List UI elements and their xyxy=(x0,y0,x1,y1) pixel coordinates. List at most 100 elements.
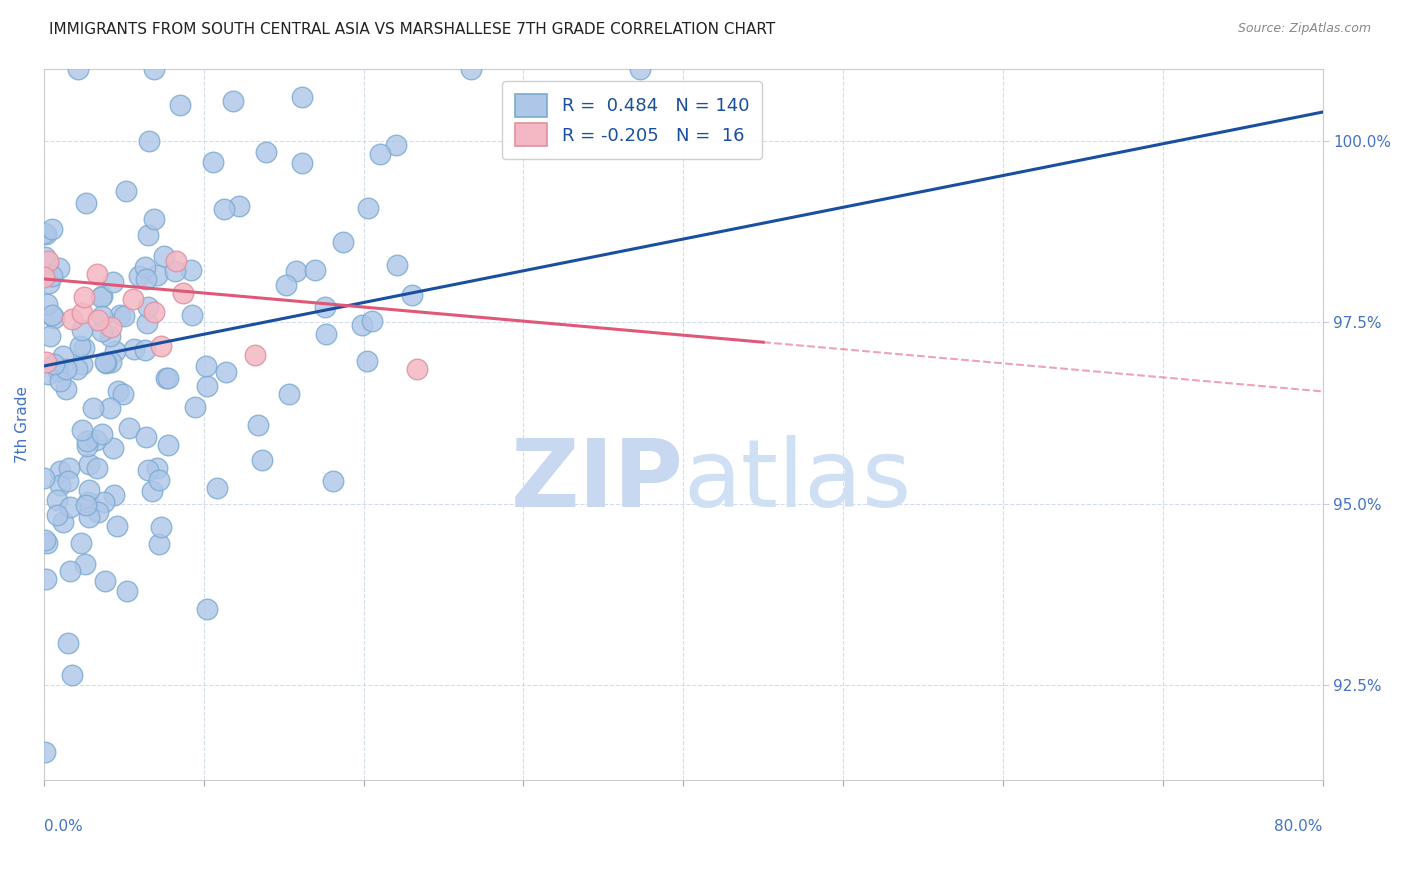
Point xyxy=(155,371,177,385)
Text: atlas: atlas xyxy=(683,435,911,527)
Point xyxy=(322,474,344,488)
Point xyxy=(37,254,59,268)
Point xyxy=(79,510,101,524)
Point xyxy=(87,506,110,520)
Point xyxy=(82,401,104,415)
Point xyxy=(93,354,115,368)
Point xyxy=(32,471,55,485)
Point xyxy=(141,483,163,498)
Point xyxy=(76,434,98,448)
Point xyxy=(165,254,187,268)
Point xyxy=(356,354,378,368)
Point xyxy=(56,474,79,488)
Point xyxy=(72,423,94,437)
Point xyxy=(70,357,93,371)
Point xyxy=(105,519,128,533)
Point xyxy=(60,311,83,326)
Point xyxy=(100,355,122,369)
Point xyxy=(135,430,157,444)
Point xyxy=(332,235,354,249)
Point xyxy=(122,293,145,307)
Point xyxy=(46,364,69,378)
Point xyxy=(91,324,114,338)
Point xyxy=(368,147,391,161)
Point xyxy=(118,421,141,435)
Point xyxy=(136,227,159,242)
Point xyxy=(73,290,96,304)
Point xyxy=(350,318,373,332)
Point xyxy=(108,308,131,322)
Point xyxy=(103,488,125,502)
Point xyxy=(180,262,202,277)
Point xyxy=(75,498,97,512)
Point xyxy=(34,533,56,547)
Text: Source: ZipAtlas.com: Source: ZipAtlas.com xyxy=(1237,22,1371,36)
Point xyxy=(84,434,107,448)
Point xyxy=(156,371,179,385)
Point xyxy=(35,297,58,311)
Point xyxy=(77,495,100,509)
Point xyxy=(150,339,173,353)
Point xyxy=(59,564,82,578)
Point xyxy=(73,341,96,355)
Point xyxy=(48,261,70,276)
Point xyxy=(55,382,77,396)
Point xyxy=(37,257,59,271)
Point xyxy=(34,251,56,265)
Point xyxy=(111,386,134,401)
Point xyxy=(35,572,58,586)
Text: ZIP: ZIP xyxy=(510,435,683,527)
Point xyxy=(32,227,55,241)
Point xyxy=(149,520,172,534)
Point xyxy=(55,361,77,376)
Point xyxy=(56,635,79,649)
Point xyxy=(75,196,97,211)
Point xyxy=(115,184,138,198)
Point xyxy=(42,310,65,325)
Point xyxy=(146,268,169,282)
Point xyxy=(107,384,129,399)
Point xyxy=(112,309,135,323)
Point xyxy=(70,535,93,549)
Point xyxy=(148,473,170,487)
Point xyxy=(49,374,72,388)
Point xyxy=(245,348,267,362)
Point xyxy=(315,326,337,341)
Point xyxy=(201,154,224,169)
Point xyxy=(142,305,165,319)
Point xyxy=(98,328,121,343)
Point xyxy=(291,90,314,104)
Point xyxy=(228,199,250,213)
Point xyxy=(45,508,67,523)
Point xyxy=(142,211,165,226)
Point xyxy=(79,457,101,471)
Point xyxy=(122,343,145,357)
Point xyxy=(70,306,93,320)
Point xyxy=(183,400,205,414)
Point xyxy=(163,264,186,278)
Y-axis label: 7th Grade: 7th Grade xyxy=(15,385,30,463)
Point xyxy=(401,287,423,301)
Point xyxy=(90,309,112,323)
Point xyxy=(59,500,82,514)
Point xyxy=(75,558,97,572)
Point xyxy=(136,463,159,477)
Point xyxy=(60,668,83,682)
Point xyxy=(94,356,117,370)
Point xyxy=(304,263,326,277)
Point xyxy=(172,285,194,300)
Point xyxy=(93,574,115,589)
Point xyxy=(194,359,217,373)
Point xyxy=(291,156,314,170)
Point xyxy=(49,478,72,492)
Point xyxy=(37,536,59,550)
Point xyxy=(254,145,277,159)
Point xyxy=(104,343,127,358)
Point xyxy=(90,290,112,304)
Point xyxy=(460,62,482,76)
Point xyxy=(46,493,69,508)
Point xyxy=(628,62,651,76)
Text: IMMIGRANTS FROM SOUTH CENTRAL ASIA VS MARSHALLESE 7TH GRADE CORRELATION CHART: IMMIGRANTS FROM SOUTH CENTRAL ASIA VS MA… xyxy=(49,22,776,37)
Point xyxy=(136,300,159,314)
Point xyxy=(314,300,336,314)
